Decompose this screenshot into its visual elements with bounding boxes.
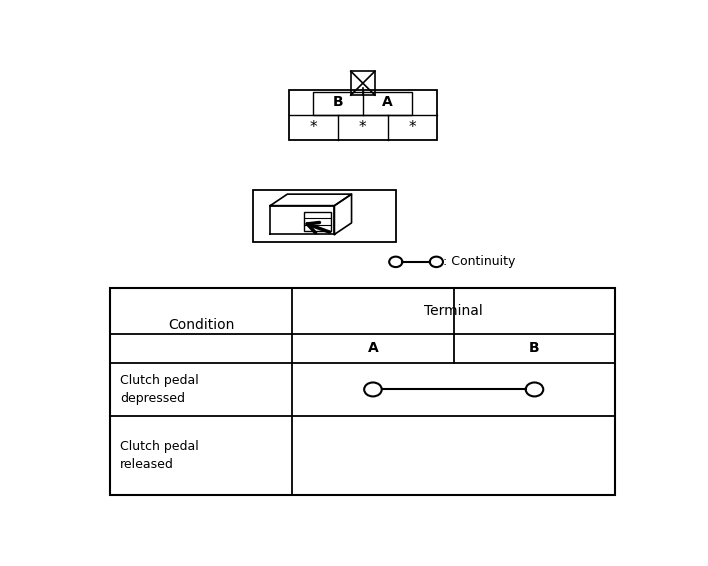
Bar: [289, 90, 437, 140]
Bar: [350, 71, 375, 95]
Text: *: *: [359, 120, 367, 135]
Circle shape: [389, 256, 402, 267]
Text: *: *: [409, 120, 416, 135]
Text: B: B: [529, 341, 539, 355]
Circle shape: [526, 383, 543, 396]
Text: *: *: [309, 120, 317, 135]
Text: Condition: Condition: [168, 318, 234, 332]
Circle shape: [364, 383, 382, 396]
Bar: [304, 212, 331, 231]
Text: : Continuity: : Continuity: [443, 255, 515, 268]
Text: B: B: [333, 95, 343, 109]
Bar: [253, 190, 396, 242]
Text: Clutch pedal
depressed: Clutch pedal depressed: [120, 374, 199, 405]
Text: A: A: [382, 95, 393, 109]
Text: Clutch pedal
released: Clutch pedal released: [120, 440, 199, 471]
Bar: [314, 92, 412, 115]
Bar: [110, 288, 615, 495]
Text: A: A: [367, 341, 378, 355]
Text: Terminal: Terminal: [424, 304, 483, 318]
Circle shape: [430, 256, 443, 267]
